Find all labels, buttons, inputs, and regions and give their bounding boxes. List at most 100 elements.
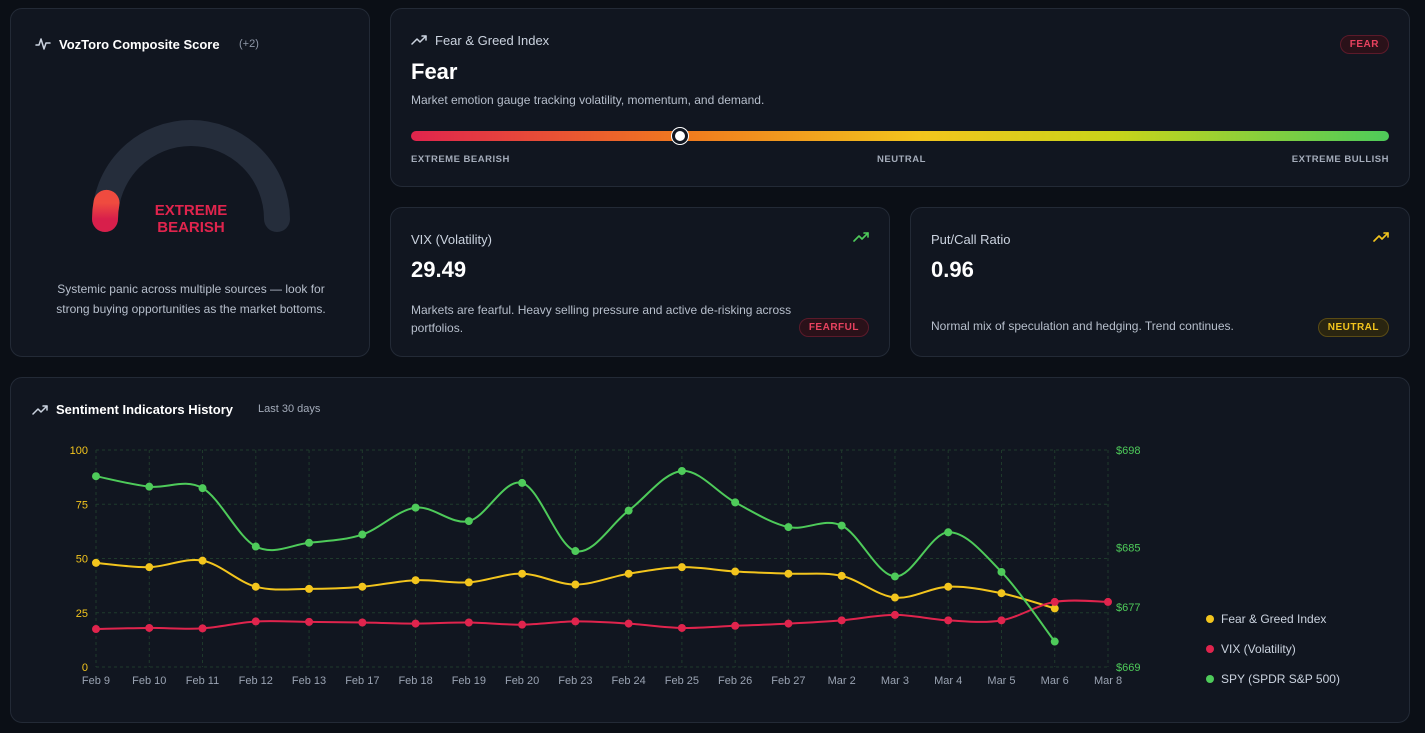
x-tick-label: Mar 2 [828, 675, 856, 687]
fear-greed-slider-track [411, 128, 1389, 144]
put-call-value: 0.96 [931, 257, 974, 282]
x-tick-label: Feb 11 [186, 675, 219, 687]
x-tick-label: Mar 6 [1041, 675, 1069, 687]
data-point-vix-volatility [92, 625, 100, 634]
x-tick-label: Mar 8 [1094, 675, 1122, 687]
data-point-vix-volatility [198, 624, 207, 633]
data-point-spy-spdr-s-p-500 [198, 484, 207, 493]
gauge-track [92, 120, 290, 232]
legend-marker [1206, 675, 1214, 683]
x-tick-label: Feb 25 [665, 675, 699, 687]
composite-title: VozToro Composite Score [59, 37, 220, 52]
data-point-spy-spdr-s-p-500 [1050, 637, 1059, 646]
data-point-spy-spdr-s-p-500 [731, 498, 740, 507]
data-point-fear-greed-index [198, 556, 207, 565]
x-tick-label: Feb 9 [82, 675, 110, 687]
fear-greed-description: Market emotion gauge tracking volatility… [411, 93, 765, 107]
right-y-tick-label: $698 [1116, 445, 1140, 457]
legend-label: Fear & Greed Index [1221, 612, 1326, 626]
data-point-spy-spdr-s-p-500 [997, 567, 1006, 576]
data-point-fear-greed-index [251, 582, 260, 591]
data-point-vix-volatility [890, 610, 899, 619]
put-call-card: Put/Call Ratio 0.96 Normal mix of specul… [910, 207, 1410, 357]
x-tick-label: Mar 5 [987, 675, 1015, 687]
data-point-spy-spdr-s-p-500 [251, 542, 260, 551]
data-point-vix-volatility [251, 617, 260, 626]
legend-label: SPY (SPDR S&P 500) [1221, 672, 1340, 686]
history-card: Sentiment Indicators History Last 30 day… [10, 377, 1410, 723]
data-point-spy-spdr-s-p-500 [358, 530, 367, 539]
data-point-spy-spdr-s-p-500 [944, 528, 953, 537]
data-point-spy-spdr-s-p-500 [464, 517, 473, 526]
fear-greed-card: Fear & Greed Index FEAR Fear Market emot… [390, 8, 1410, 187]
data-point-spy-spdr-s-p-500 [571, 547, 580, 556]
vix-title: VIX (Volatility) [411, 232, 492, 247]
data-point-vix-volatility [837, 616, 846, 625]
series-line-vix-volatility [95, 599, 1109, 631]
x-tick-label: Feb 27 [771, 675, 805, 687]
put-call-badge: NEUTRAL [1317, 318, 1389, 337]
x-tick-label: Feb 26 [718, 675, 752, 687]
vix-card: VIX (Volatility) 29.49 Markets are fearf… [390, 207, 890, 357]
x-tick-label: Mar 4 [934, 675, 962, 687]
data-point-fear-greed-index [997, 589, 1006, 598]
data-point-vix-volatility [677, 623, 686, 632]
x-tick-label: Feb 23 [558, 675, 592, 687]
right-y-tick-label: $669 [1116, 662, 1140, 674]
data-point-vix-volatility [305, 617, 314, 626]
data-point-vix-volatility [784, 619, 793, 628]
gauge-fill [92, 189, 120, 232]
data-point-fear-greed-index [145, 563, 154, 572]
data-point-fear-greed-index [518, 569, 527, 578]
right-y-tick-label: $677 [1116, 602, 1140, 614]
data-point-spy-spdr-s-p-500 [890, 572, 899, 581]
vix-value: 29.49 [411, 257, 467, 282]
fear-greed-title: Fear & Greed Index [435, 33, 550, 48]
fear-greed-slider-thumb[interactable] [671, 128, 688, 144]
x-tick-label: Feb 17 [345, 675, 379, 687]
x-tick-label: Feb 19 [452, 675, 486, 687]
scale-center-label: NEUTRAL [877, 154, 926, 165]
fear-greed-badge: FEAR [1339, 35, 1389, 54]
history-title: Sentiment Indicators History [56, 402, 233, 417]
composite-description: Systemic panic across multiple sources —… [56, 282, 326, 316]
data-point-spy-spdr-s-p-500 [305, 538, 314, 547]
data-point-fear-greed-index [890, 593, 899, 602]
data-point-spy-spdr-s-p-500 [624, 506, 633, 515]
vix-badge: FEARFUL [798, 318, 869, 337]
data-point-spy-spdr-s-p-500 [411, 503, 420, 512]
data-point-fear-greed-index [944, 582, 953, 591]
legend-label: VIX (Volatility) [1221, 642, 1296, 656]
data-point-fear-greed-index [624, 569, 633, 578]
put-call-description: Normal mix of speculation and hedging. T… [931, 319, 1234, 333]
trending-up-icon [32, 405, 48, 415]
data-point-spy-spdr-s-p-500 [145, 482, 154, 491]
x-tick-label: Feb 12 [239, 675, 273, 687]
data-point-vix-volatility [464, 618, 473, 627]
vix-description: Markets are fearful. Heavy selling press… [411, 303, 792, 335]
data-point-fear-greed-index [837, 571, 846, 580]
data-point-vix-volatility [624, 619, 633, 628]
pulse-icon [35, 38, 51, 50]
data-point-fear-greed-index [305, 584, 314, 593]
data-point-vix-volatility [145, 623, 154, 632]
trending-up-icon [1373, 232, 1389, 242]
data-point-vix-volatility [731, 621, 740, 630]
data-point-vix-volatility [358, 618, 367, 627]
composite-gauge: EXTREME BEARISH [92, 120, 290, 236]
data-point-fear-greed-index [92, 558, 100, 567]
data-point-vix-volatility [1050, 597, 1059, 606]
composite-score-card: VozToro Composite Score (+2) EXTREME BEA… [10, 8, 370, 357]
left-y-tick-label: 0 [82, 662, 88, 674]
x-tick-label: Feb 18 [398, 675, 432, 687]
left-y-tick-label: 25 [76, 608, 88, 620]
data-point-fear-greed-index [411, 576, 420, 585]
trending-up-icon [853, 232, 869, 242]
left-y-tick-label: 50 [76, 554, 88, 566]
data-point-spy-spdr-s-p-500 [518, 478, 527, 487]
data-point-fear-greed-index [731, 567, 740, 576]
put-call-title: Put/Call Ratio [931, 232, 1011, 247]
data-point-fear-greed-index [1050, 604, 1059, 613]
data-point-spy-spdr-s-p-500 [784, 523, 793, 532]
